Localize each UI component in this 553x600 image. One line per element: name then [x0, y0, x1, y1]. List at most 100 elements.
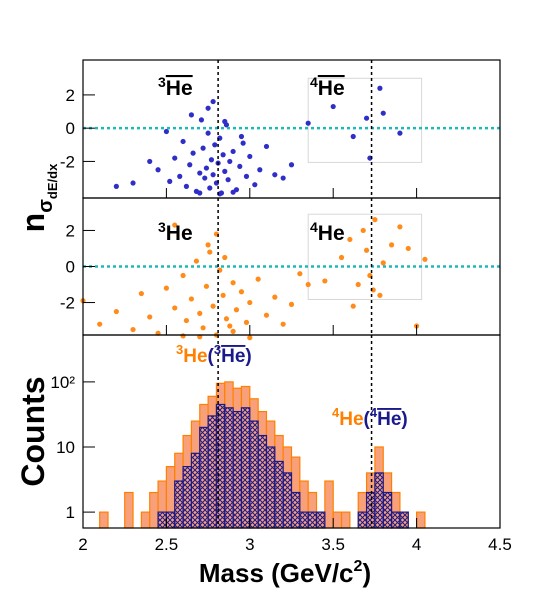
point — [187, 162, 193, 168]
histogram-bar — [165, 511, 176, 529]
histogram-bar — [140, 511, 151, 529]
annotation-part: ) — [401, 409, 407, 430]
histogram-bar — [190, 452, 201, 529]
point — [355, 281, 361, 288]
point — [172, 155, 178, 161]
y-tick-label: -2 — [60, 294, 75, 313]
x-axis-label-part: Mass (GeV/c — [199, 558, 354, 588]
point — [237, 163, 243, 170]
point — [280, 175, 286, 181]
point — [288, 162, 295, 168]
x-tick-label: 3 — [245, 535, 254, 554]
y-axis-label-main: n — [15, 213, 51, 233]
point — [222, 254, 228, 261]
histogram-bar — [257, 434, 268, 529]
point — [130, 180, 136, 186]
histogram-bar — [124, 491, 134, 529]
point — [263, 312, 270, 318]
annotation: 3He — [158, 219, 193, 245]
point — [167, 178, 173, 184]
point — [305, 120, 311, 126]
point — [220, 152, 226, 158]
point — [202, 175, 208, 181]
point — [210, 303, 216, 309]
selection-box — [307, 77, 423, 163]
x-tick-label: 2 — [78, 535, 87, 554]
histogram-bar — [299, 511, 309, 529]
annotation-part: 4 — [332, 405, 340, 420]
point — [208, 157, 215, 163]
point — [338, 254, 345, 261]
point — [138, 290, 144, 297]
point — [330, 103, 336, 110]
point — [203, 165, 210, 171]
point — [197, 190, 203, 196]
annotation: 3He — [158, 74, 193, 100]
point — [363, 115, 370, 121]
annotation-part: 3 — [158, 219, 166, 235]
annotation-part: 4 — [310, 74, 318, 90]
histogram-bar — [199, 426, 209, 529]
annotation-part: He — [377, 409, 401, 430]
point — [397, 224, 403, 230]
point — [212, 142, 218, 148]
point — [225, 177, 231, 183]
selection-box — [307, 213, 423, 300]
point — [397, 130, 403, 136]
histogram-bar — [416, 511, 426, 529]
histogram-bar — [274, 460, 284, 529]
annotation-part: ) — [245, 346, 251, 367]
point — [210, 98, 216, 105]
x-axis-label-part: 2 — [354, 558, 363, 575]
point — [222, 118, 228, 125]
point — [347, 236, 353, 243]
point — [380, 260, 386, 266]
point — [257, 167, 263, 173]
annotation: 4He — [310, 74, 345, 100]
histogram-bar — [324, 480, 334, 529]
point — [198, 117, 205, 123]
y-tick-label: 1 — [66, 503, 75, 522]
histogram-bar — [374, 472, 384, 529]
histogram-bar — [232, 410, 243, 529]
point — [288, 301, 295, 307]
histogram-bar — [249, 420, 259, 529]
point — [177, 173, 183, 179]
point — [305, 281, 311, 288]
point — [205, 130, 211, 136]
point — [210, 172, 216, 178]
y-tick-label: 2 — [66, 86, 75, 105]
point — [220, 292, 226, 298]
point — [377, 85, 383, 91]
point — [190, 150, 196, 156]
histogram-bar — [365, 491, 376, 529]
histogram-bar — [224, 407, 234, 529]
histogram-bar — [157, 511, 167, 529]
annotation-part: He — [318, 222, 345, 245]
y-tick-label: 0 — [66, 119, 75, 138]
point — [233, 307, 240, 313]
point — [388, 242, 395, 248]
point — [172, 222, 178, 228]
point — [172, 305, 178, 311]
point — [280, 321, 286, 327]
histogram-bar — [207, 415, 218, 529]
y-tick-label: -2 — [60, 152, 75, 171]
histogram-bar — [332, 511, 343, 529]
point — [363, 247, 370, 253]
point — [322, 278, 328, 284]
point — [223, 316, 230, 322]
annotation-part: He — [339, 409, 363, 430]
point — [247, 335, 253, 341]
point — [350, 303, 356, 309]
point — [163, 128, 169, 135]
point — [255, 276, 261, 282]
y-axis-label: nσdE/dx — [15, 163, 60, 232]
y-tick-label: 0 — [66, 258, 75, 277]
point — [205, 105, 211, 111]
annotation-part: He — [166, 222, 193, 245]
point — [230, 189, 236, 195]
annotation: 3He(3He) — [176, 342, 252, 367]
point — [240, 140, 246, 146]
